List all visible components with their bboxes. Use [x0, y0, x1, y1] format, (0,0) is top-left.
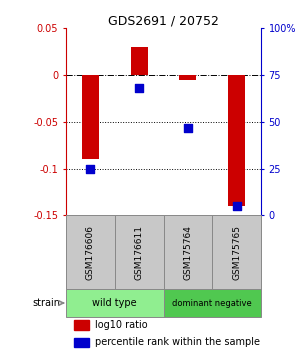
Bar — [228, 75, 245, 206]
Point — [234, 203, 239, 209]
Point — [88, 166, 93, 171]
Text: wild type: wild type — [92, 298, 137, 308]
Bar — [179, 75, 197, 80]
Bar — [74, 338, 89, 347]
Text: strain: strain — [32, 298, 60, 308]
Text: percentile rank within the sample: percentile rank within the sample — [95, 337, 260, 347]
Text: GSM176606: GSM176606 — [86, 225, 95, 280]
Text: GSM175765: GSM175765 — [232, 225, 241, 280]
Bar — [82, 75, 99, 159]
Bar — [66, 289, 164, 317]
Bar — [115, 216, 164, 289]
Bar — [74, 320, 89, 330]
Point — [185, 125, 190, 130]
Bar — [164, 289, 261, 317]
Title: GDS2691 / 20752: GDS2691 / 20752 — [108, 14, 219, 27]
Bar — [164, 216, 212, 289]
Text: log10 ratio: log10 ratio — [95, 320, 148, 330]
Point — [137, 85, 142, 91]
Text: GSM176611: GSM176611 — [135, 225, 144, 280]
Text: GSM175764: GSM175764 — [183, 225, 192, 280]
Bar — [130, 47, 148, 75]
Text: dominant negative: dominant negative — [172, 298, 252, 308]
Bar — [212, 216, 261, 289]
Bar — [66, 216, 115, 289]
